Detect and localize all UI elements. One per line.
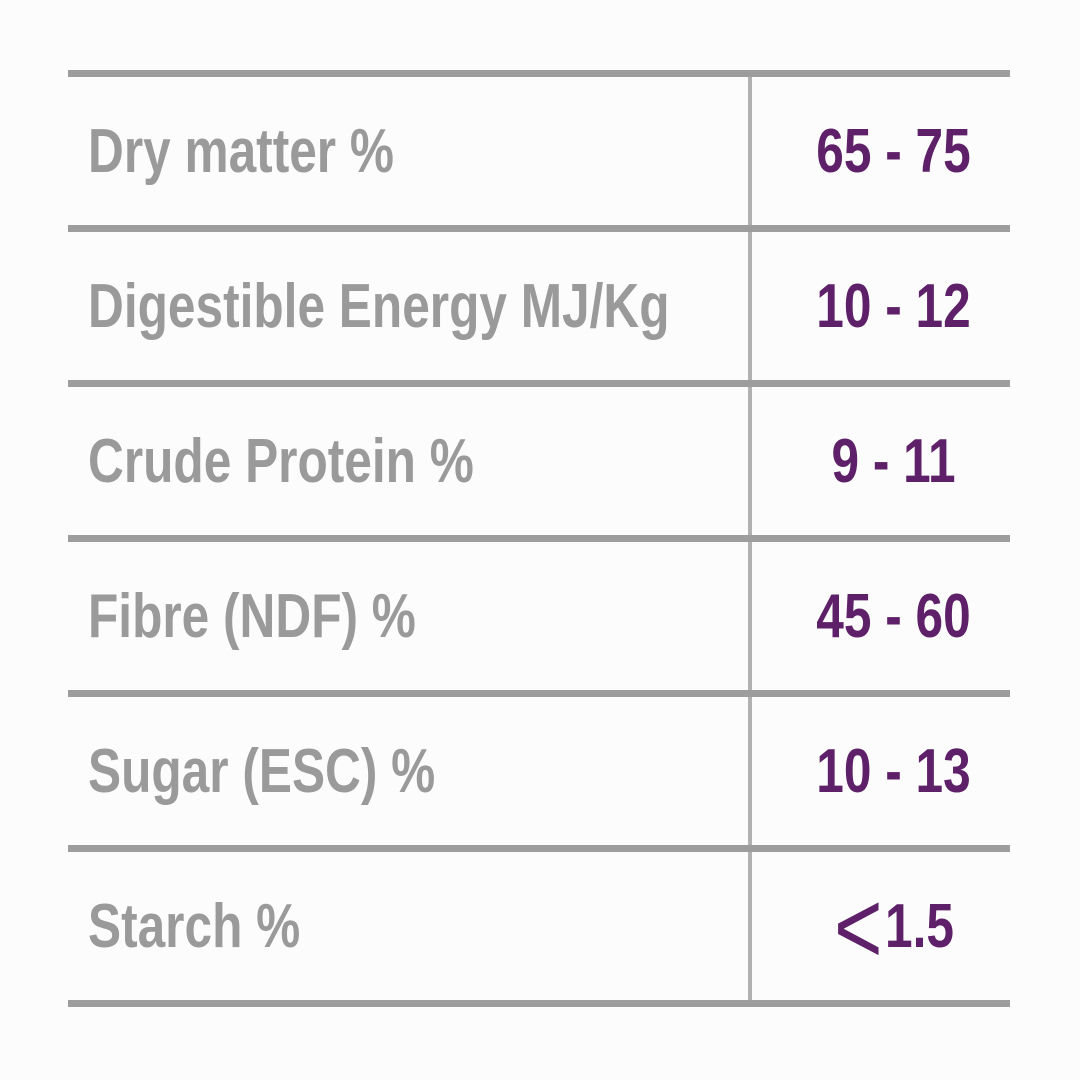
row-value: <1.5 [834,870,954,987]
row-value: 65 - 75 [816,116,972,186]
row-value-cell: 9 - 11 [752,387,1010,535]
row-label-cell: Sugar (ESC) % [68,697,752,845]
row-label: Fibre (NDF) % [88,581,416,651]
row-label-cell: Fibre (NDF) % [68,542,752,690]
table-row: Crude Protein % 9 - 11 [68,387,1010,542]
row-value-number: 1.5 [885,891,954,961]
row-value: 9 - 11 [831,426,957,496]
table-row: Digestible Energy MJ/Kg 10 - 12 [68,232,1010,387]
table-row: Dry matter % 65 - 75 [68,77,1010,232]
row-value: 10 - 12 [816,271,972,341]
row-label-cell: Dry matter % [68,77,752,225]
row-value-cell: <1.5 [752,852,1010,1000]
table-row: Fibre (NDF) % 45 - 60 [68,542,1010,697]
row-label: Starch % [88,891,301,961]
row-value: 45 - 60 [816,581,972,651]
row-value-cell: 10 - 13 [752,697,1010,845]
row-value-cell: 45 - 60 [752,542,1010,690]
row-value: 10 - 13 [816,736,972,806]
row-label: Crude Protein % [88,426,474,496]
table-row: Starch % <1.5 [68,852,1010,1007]
row-label: Sugar (ESC) % [88,736,436,806]
row-label-cell: Digestible Energy MJ/Kg [68,232,752,380]
row-value-cell: 10 - 12 [752,232,1010,380]
row-label-cell: Crude Protein % [68,387,752,535]
row-value-cell: 65 - 75 [752,77,1010,225]
table-row: Sugar (ESC) % 10 - 13 [68,697,1010,852]
less-than-symbol: < [834,870,883,987]
nutrition-table: Dry matter % 65 - 75 Digestible Energy M… [68,70,1010,1007]
row-label-cell: Starch % [68,852,752,1000]
row-label: Digestible Energy MJ/Kg [88,271,670,341]
row-label: Dry matter % [88,116,394,186]
